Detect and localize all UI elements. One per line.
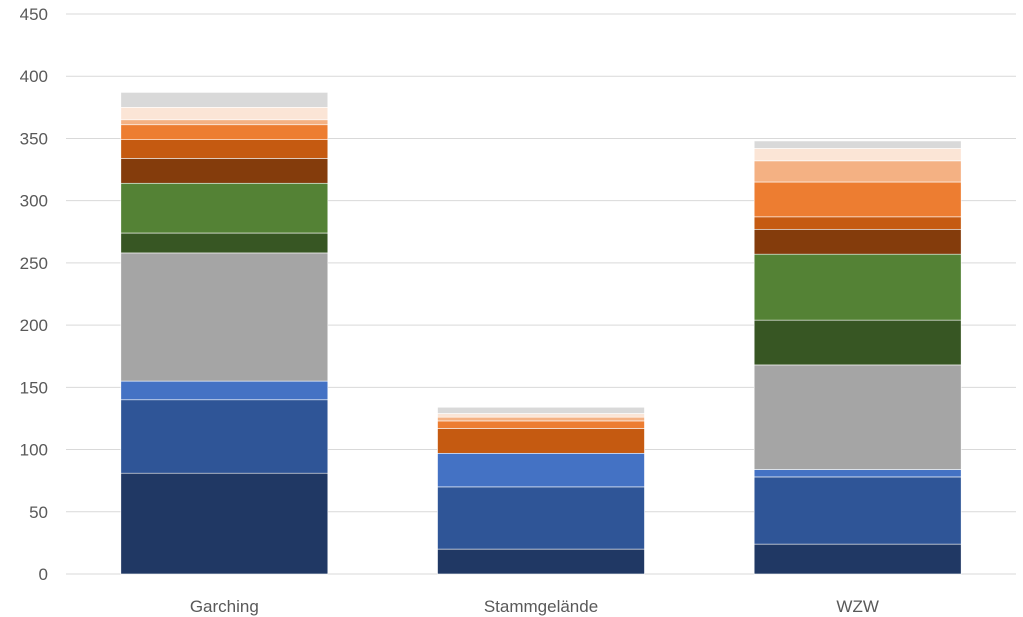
bar-segment xyxy=(120,380,329,401)
x-tick-label: Garching xyxy=(190,597,259,616)
y-tick-label: 200 xyxy=(20,316,48,335)
bar-stammgelände xyxy=(437,406,645,575)
x-axis-category-labels: Garching Stammgelände WZW xyxy=(190,597,879,616)
bar-segment xyxy=(437,452,645,488)
y-tick-label: 150 xyxy=(20,378,48,397)
bar-segment xyxy=(753,476,962,545)
y-tick-label: 300 xyxy=(20,192,48,211)
bar-segment xyxy=(437,548,645,575)
bar-segment xyxy=(120,252,329,382)
bar-segment xyxy=(120,399,329,474)
bar-segment xyxy=(753,216,962,230)
bar-segment xyxy=(120,158,329,184)
y-tick-label: 350 xyxy=(20,129,48,148)
bar-segment xyxy=(753,253,962,321)
bars xyxy=(120,92,962,575)
y-tick-label: 100 xyxy=(20,441,48,460)
bar-segment xyxy=(120,472,329,575)
bar-segment xyxy=(753,469,962,478)
bar-segment xyxy=(753,543,962,575)
bar-segment xyxy=(437,428,645,454)
bar-segment xyxy=(120,119,329,126)
y-tick-label: 50 xyxy=(29,503,48,522)
bar-segment xyxy=(120,139,329,159)
y-tick-label: 250 xyxy=(20,254,48,273)
bar-segment xyxy=(753,140,962,149)
bar-segment xyxy=(753,228,962,255)
y-tick-label: 400 xyxy=(20,67,48,86)
y-tick-label: 0 xyxy=(39,565,48,584)
bar-segment xyxy=(437,406,645,414)
bar-segment xyxy=(120,232,329,254)
bar-segment xyxy=(437,420,645,429)
bar-segment xyxy=(120,92,329,108)
bar-segment xyxy=(437,486,645,550)
bar-segment xyxy=(753,319,962,366)
x-tick-label: WZW xyxy=(836,597,878,616)
bar-garching xyxy=(120,92,329,575)
bar-wzw xyxy=(753,140,962,575)
bar-segment xyxy=(753,364,962,470)
bar-segment xyxy=(120,182,329,234)
y-tick-label: 450 xyxy=(20,5,48,24)
bar-segment xyxy=(120,124,329,140)
bar-segment xyxy=(120,107,329,121)
y-axis-tick-labels: 0 50 100 150 200 250 300 350 400 450 xyxy=(20,5,48,584)
bar-segment xyxy=(753,160,962,183)
x-tick-label: Stammgelände xyxy=(484,597,598,616)
bar-segment xyxy=(437,416,645,422)
bar-segment xyxy=(437,413,645,418)
bar-segment xyxy=(753,181,962,218)
bar-segment xyxy=(753,148,962,162)
